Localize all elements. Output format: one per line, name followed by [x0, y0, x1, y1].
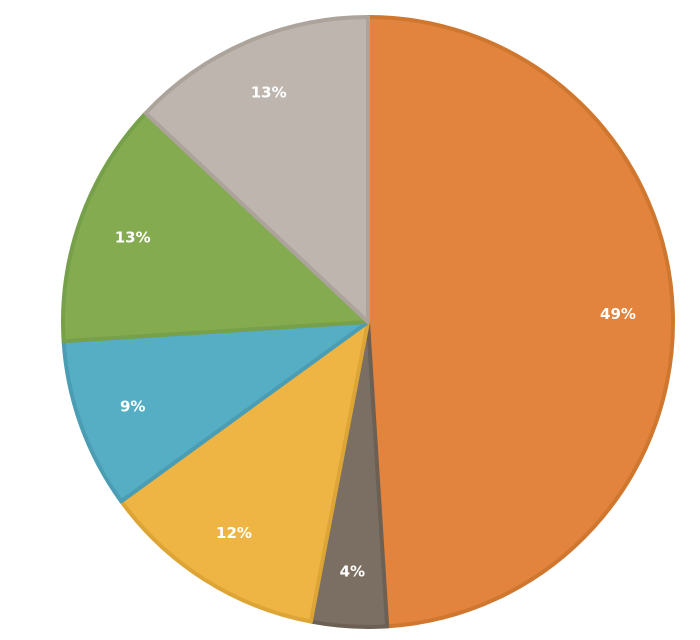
pie-slice-label-2: 4% [340, 563, 365, 581]
pie-slice-label-5: 13% [115, 228, 151, 246]
pie-slices [61, 15, 675, 629]
pie-slice-1 [366, 15, 675, 629]
pie-slice-label-6: 13% [251, 84, 287, 102]
pie-slice-5 [61, 111, 370, 344]
pie-slice-3 [119, 320, 370, 624]
pie-slice-4 [61, 320, 370, 504]
pie-slice-label-4: 9% [120, 398, 145, 416]
pie-slice-6 [143, 15, 370, 324]
pie-labels: 49% 4% 12% 9% 13% 13% [115, 84, 636, 581]
pie-slice-label-3: 12% [216, 524, 252, 542]
pie-slice-label-1: 49% [600, 305, 636, 323]
